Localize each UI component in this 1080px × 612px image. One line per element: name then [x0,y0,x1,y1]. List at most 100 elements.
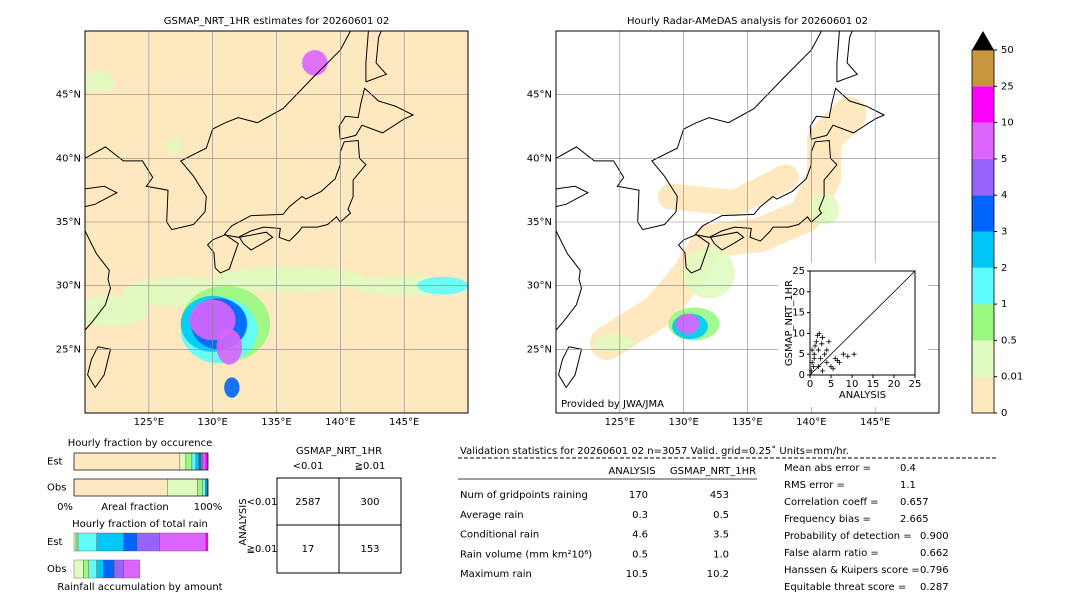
fraction-segment [198,452,202,471]
table-title: GSMAP_NRT_1HR [296,446,382,457]
fraction-segment [123,559,140,579]
column-header: ANALYSIS [608,466,655,477]
lon-tick-label: 125°E [134,417,164,428]
lat-tick-label: 45°N [56,90,81,101]
lon-tick-label: 130°E [668,417,698,428]
row-label: Obs [47,564,66,575]
coastline [85,185,118,208]
fraction-segment [197,478,203,497]
column-header: GSMAP_NRT_1HR [670,466,756,477]
stat-label: Rain volume (mm km²10⁶) [460,549,592,560]
scatter-point [824,347,830,353]
lon-tick-label: 135°E [261,417,291,428]
colorbar-label: 4 [1001,190,1007,201]
x-tick-label: 5 [828,379,834,390]
y-tick-label: 25 [792,266,805,277]
fraction-title: Hourly fraction of total rain [72,519,208,530]
scatter-point [826,339,832,345]
scatter-point [809,360,815,366]
map-title: Hourly Radar-AMeDAS analysis for 2026060… [627,16,868,27]
stat-value: 10.2 [707,569,729,580]
row-label: <0.01 [247,497,278,508]
score-label: Equitable threat score = [784,582,906,593]
lat-tick-label: 25°N [56,344,81,355]
scatter-background [778,263,928,407]
lat-tick-label: 30°N [56,281,81,292]
rain-area [216,328,243,365]
coastline [338,87,415,140]
colorbar-label: 0.5 [1001,335,1017,346]
colorbar-segment [972,304,994,341]
score-label: False alarm ratio = [784,548,879,559]
x-tick-label: 15 [867,379,880,390]
scatter-point [815,332,821,338]
lon-tick-label: 125°E [605,417,635,428]
rain-area [85,71,115,93]
fraction-segment [73,559,84,579]
lon-tick-label: 145°E [860,417,890,428]
stat-value: 1.0 [713,549,729,560]
coastline [556,185,589,208]
stat-label: Average rain [460,510,524,521]
rain-area [85,295,149,327]
score-value: 0.657 [900,497,929,508]
lon-tick-label: 145°E [389,417,419,428]
map-frame [84,30,469,414]
coastline [85,230,112,331]
scatter-point [851,351,857,357]
scatter-point [828,364,834,370]
fraction-segment [202,452,207,471]
stat-label: Num of gridpoints raining [460,490,588,501]
colorbar-segment [972,122,994,159]
fraction-frame [73,478,209,497]
fraction-segment [185,452,193,471]
score-label: Probability of detection = [784,531,912,542]
scatter-point [834,357,840,363]
fraction-segment [73,452,181,471]
fraction-segment [75,532,79,552]
fraction-segment [113,559,124,579]
fraction-segment [83,559,89,579]
coastline [223,139,367,242]
score-label: Frequency bias = [784,514,871,525]
stats-header: Validation statistics for 20260601 02 n=… [460,445,849,457]
fraction-segment [73,532,77,552]
coastline [836,31,859,83]
score-label: Hanssen & Kuipers score = [784,565,920,576]
colorbar-label: 50 [1001,45,1014,56]
fraction-segment [159,532,207,552]
row-label: Est [47,457,63,468]
coastline [85,31,351,231]
fraction-segment [103,559,115,579]
axis-label: Areal fraction [101,502,168,513]
coastline [206,234,239,274]
row-label: ≧0.01 [247,544,278,555]
fraction-segment [73,478,169,497]
fraction-segment [96,532,124,552]
scatter-frame [809,270,916,376]
coastline [239,231,274,251]
colorbar-segment [972,158,994,196]
map-title: GSMAP_NRT_1HR estimates for 20260601 02 [164,16,390,27]
score-label: Correlation coeff = [784,497,879,508]
table-cell: 153 [360,544,379,555]
table-cell: 2587 [295,497,320,508]
scatter-point [841,351,847,357]
colorbar-segment [972,267,994,305]
fraction-segment [179,452,187,471]
y-tick-label: 20 [792,287,805,298]
lat-tick-label: 40°N [527,153,552,164]
coastline [677,234,710,274]
fraction-segment [136,532,160,552]
colorbar-segment [972,50,994,87]
scatter-point [813,339,819,345]
colorbar-segment [972,376,994,413]
x-tick-label: 25 [909,379,922,390]
score-value: 0.287 [920,582,949,593]
colorbar-label: 3 [1001,227,1007,238]
lon-tick-label: 140°E [325,417,355,428]
fraction-segment [96,559,104,579]
colorbar-label: 1 [1001,299,1007,310]
scatter-point [820,335,826,341]
rain-area [594,334,633,352]
